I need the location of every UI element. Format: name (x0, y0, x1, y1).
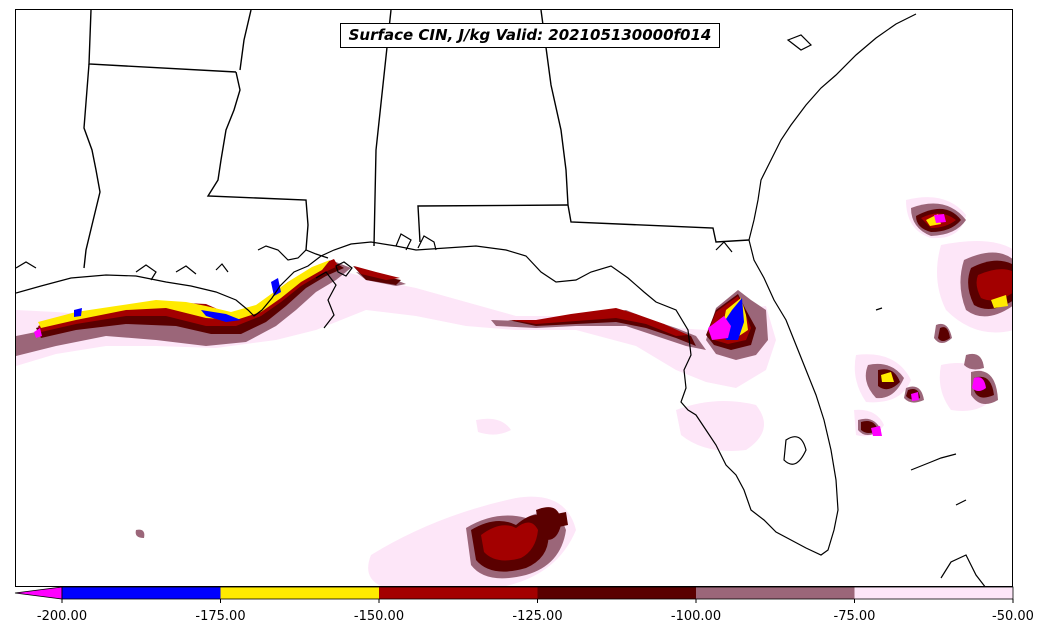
coastline (16, 13, 986, 586)
colorbar-bin-2 (379, 587, 538, 599)
colorbar-tick-label: -150.00 (353, 609, 405, 624)
map-title: Surface CIN, J/kg Valid: 202105130000f01… (340, 23, 720, 48)
cin-shading-magenta (34, 214, 986, 436)
colorbar-tick-label: -200.00 (36, 609, 88, 624)
colorbar-bin-1 (220, 587, 379, 599)
colorbar-extend-triangle (14, 586, 63, 600)
colorbar-tick-label: -125.00 (512, 609, 563, 624)
colorbar-bin-4 (696, 587, 855, 599)
colorbar-tick-label: -175.00 (195, 609, 246, 624)
state-borders (83, 10, 750, 269)
colorbar-tick-label: -50.00 (992, 609, 1034, 624)
map-panel: Surface CIN, J/kg Valid: 202105130000f01… (15, 9, 1013, 587)
colorbar-tick-label: -75.00 (833, 609, 876, 624)
colorbar-tick-label: -100.00 (670, 609, 722, 624)
cin-map (16, 10, 1012, 586)
colorbar-bin-3 (537, 587, 696, 599)
colorbar-bin-5 (854, 587, 1013, 599)
colorbar-bin-0 (62, 587, 221, 599)
